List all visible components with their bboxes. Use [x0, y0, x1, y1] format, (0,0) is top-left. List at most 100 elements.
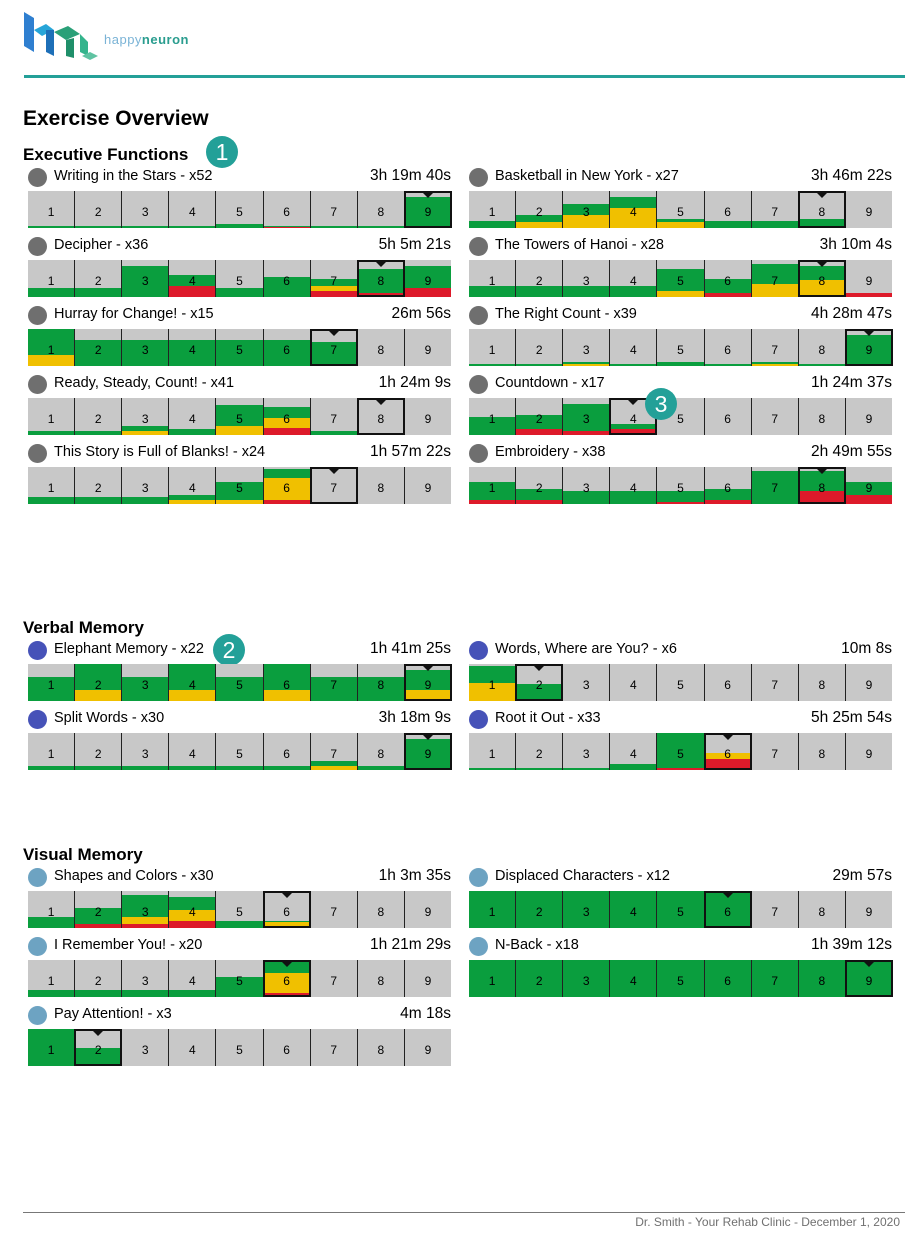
level-fill-green: [404, 265, 451, 288]
level-cell: 7: [311, 891, 358, 928]
level-number: 1: [488, 905, 496, 919]
level-cell: 1: [28, 891, 76, 928]
level-cell: 3: [122, 191, 170, 228]
level-cell: 2: [75, 733, 123, 770]
category-dot-icon: [28, 868, 47, 887]
level-number: 1: [488, 678, 496, 692]
level-cell: 8: [358, 329, 405, 366]
level-cell: 8: [799, 664, 846, 701]
level-number: 5: [677, 905, 684, 919]
level-number: 3: [141, 481, 149, 495]
level-fill-green: [216, 340, 263, 366]
level-fill-green: [28, 226, 75, 228]
level-number: 3: [141, 1043, 149, 1057]
section-title: Verbal Memory: [23, 618, 144, 637]
level-number: 6: [724, 274, 731, 288]
level-number: 9: [865, 274, 873, 288]
level-fill-red: [610, 429, 657, 435]
level-cell: 4: [610, 260, 658, 297]
level-cell: 7: [752, 733, 799, 770]
level-fill-green: [75, 664, 122, 690]
level-fill-yellow: [169, 909, 216, 921]
level-fill-green: [122, 340, 169, 366]
level-number: 2: [535, 274, 543, 288]
level-cell: 4: [169, 664, 217, 701]
level-fill-green: [169, 494, 216, 501]
level-cell: 1: [469, 960, 517, 997]
level-bar: 1 2 3 4 5 6 7 8 9: [469, 891, 892, 928]
exercise-time: 29m 57s: [832, 867, 892, 884]
level-cell: 9: [405, 1029, 451, 1066]
exercise-name: The Towers of Hanoi - x28: [495, 237, 664, 253]
level-fill-green: [469, 665, 516, 683]
level-fill-green: [610, 960, 657, 997]
level-cell: 9: [404, 260, 451, 297]
category-dot-icon: [469, 444, 488, 463]
exercise-name: Basketball in New York - x27: [495, 168, 679, 184]
level-fill-green: [610, 196, 657, 208]
level-fill-green: [310, 760, 357, 767]
level-number: 4: [189, 678, 196, 692]
level-number: 9: [424, 205, 432, 219]
level-fill-green: [310, 431, 357, 435]
level-fill-green: [563, 491, 610, 504]
level-cell: 1: [28, 260, 76, 297]
page-title: Exercise Overview: [23, 107, 209, 130]
level-cell: 3: [122, 467, 170, 504]
level-number: 7: [771, 481, 779, 495]
level-bar: 1 2 3 4 5 6 7 8 9: [28, 260, 451, 297]
level-bar: 1 2 3 4 5 6 7 8 9: [469, 960, 893, 997]
exercise-name: Ready, Steady, Count! - x41: [54, 375, 235, 391]
level-cell: 5: [216, 664, 264, 701]
level-fill-green: [845, 334, 892, 366]
level-number: 2: [94, 481, 102, 495]
level-cell: 1: [28, 960, 76, 997]
level-fill-green: [122, 496, 169, 504]
exercise-header: N-Back - x18 1h 39m 12s: [469, 935, 893, 957]
level-fill-green: [469, 364, 516, 366]
section-title: Visual Memory: [23, 845, 143, 864]
level-fill-green: [169, 766, 216, 770]
level-cell: 4: [169, 467, 217, 504]
level-number: 5: [236, 974, 243, 988]
level-cell: 3: [122, 891, 170, 928]
level-number: 4: [630, 905, 637, 919]
level-fill-red: [704, 758, 751, 770]
level-fill-red: [310, 291, 357, 297]
exercise-name: Displaced Characters - x12: [495, 868, 670, 884]
level-number: 3: [582, 481, 590, 495]
level-fill-green: [28, 287, 75, 297]
category-dot-icon: [28, 375, 47, 394]
level-bar: 1 2 3 4 5 6 7 8 9: [28, 467, 451, 504]
exercise-header: The Towers of Hanoi - x28 3h 10m 4s: [469, 235, 893, 257]
level-fill-green: [28, 766, 75, 770]
level-cell: 9: [403, 733, 452, 770]
level-number: 5: [677, 205, 684, 219]
level-cell: 9: [846, 191, 892, 228]
level-cell: 9: [405, 891, 451, 928]
level-cell: 8: [797, 260, 846, 297]
level-number: 8: [818, 974, 826, 988]
level-bar: 1 2 3 4 5 6 7 8 9: [469, 664, 892, 701]
level-fill-green: [404, 669, 451, 690]
level-fill-green: [798, 218, 845, 228]
exercise-header: Shapes and Colors - x30 1h 3m 35s: [28, 866, 452, 888]
level-cell: 1: [28, 329, 76, 366]
level-fill-yellow: [404, 689, 451, 701]
level-cell: 1: [28, 664, 76, 701]
level-number: 1: [488, 205, 496, 219]
happyneuron-logo: happyneuron: [24, 12, 224, 64]
level-cell: 3: [563, 891, 611, 928]
level-fill-green: [610, 423, 657, 430]
exercise-name: Words, Where are You? - x6: [495, 641, 677, 657]
level-fill-green: [751, 220, 798, 228]
level-fill-green: [122, 676, 169, 701]
level-cell: 4: [169, 891, 217, 928]
level-fill-green: [469, 285, 516, 297]
level-cell: 1: [469, 733, 517, 770]
level-fill-green: [657, 491, 704, 503]
level-fill-green: [610, 891, 657, 928]
exercise-time: 3h 19m 40s: [370, 167, 451, 184]
level-fill-green: [657, 891, 704, 928]
level-fill-red: [404, 287, 451, 297]
